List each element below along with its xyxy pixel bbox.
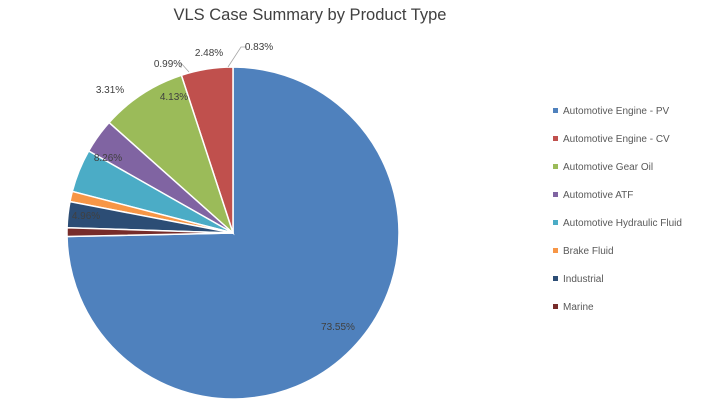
legend-label: Industrial	[563, 274, 604, 285]
legend-label: Automotive Engine - PV	[563, 106, 669, 117]
legend-label: Brake Fluid	[563, 246, 614, 257]
leader-line	[227, 46, 247, 68]
legend-swatch	[553, 192, 558, 197]
legend-label: Marine	[563, 302, 594, 313]
pie-slice-automotive-gear-oil	[107, 74, 235, 236]
legend-swatch	[553, 276, 558, 281]
pie-slices	[66, 66, 400, 400]
data-label: 8.26%	[94, 153, 122, 164]
legend-swatch	[553, 108, 558, 113]
data-label: 0.83%	[245, 42, 273, 53]
data-label: 2.48%	[195, 48, 223, 59]
legend-label: Automotive Engine - CV	[563, 134, 670, 145]
leader-line	[180, 61, 190, 73]
legend-label: Automotive ATF	[563, 190, 633, 201]
legend-label: Automotive Gear Oil	[563, 162, 653, 173]
pie-slice-marine	[66, 226, 234, 238]
legend-swatch	[553, 164, 558, 169]
legend-swatch	[553, 248, 558, 253]
leader-lines	[180, 46, 247, 73]
legend: Automotive Engine - PV Automotive Engine …	[553, 106, 682, 313]
data-label: 4.96%	[72, 211, 100, 222]
data-label: 0.99%	[154, 59, 182, 70]
legend-label: Automotive Hydraulic Fluid	[563, 218, 682, 229]
legend-swatch	[553, 220, 558, 225]
chart-title: VLS Case Summary by Product Type	[174, 6, 447, 24]
data-label: 3.31%	[96, 85, 124, 96]
pie-slice-automotive-engine-pv	[66, 66, 400, 400]
data-label: 4.13%	[160, 92, 188, 103]
legend-swatch	[553, 136, 558, 141]
data-labels: 73.55% 4.96% 8.26% 3.31% 4.13% 0.99% 2.48% 0.83…	[72, 42, 355, 333]
data-label: 73.55%	[321, 322, 355, 333]
legend-swatch	[553, 304, 558, 309]
